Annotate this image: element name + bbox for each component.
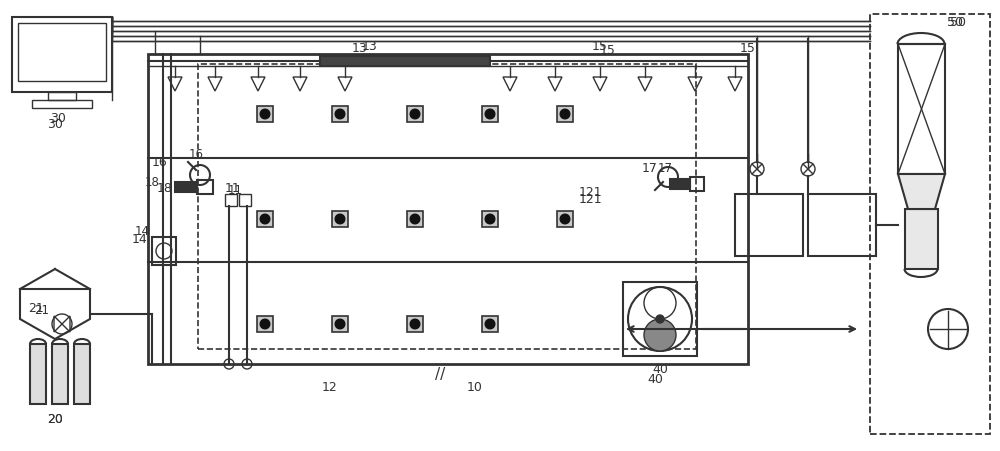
Circle shape <box>485 215 495 224</box>
Bar <box>320 57 490 67</box>
Circle shape <box>335 110 345 120</box>
Bar <box>332 107 348 123</box>
Polygon shape <box>898 175 945 210</box>
Text: 14: 14 <box>132 233 148 246</box>
Text: 40: 40 <box>652 363 668 376</box>
Bar <box>148 55 748 364</box>
Text: 15: 15 <box>740 41 756 55</box>
Text: 30: 30 <box>50 111 66 124</box>
Circle shape <box>644 319 676 351</box>
Text: 21: 21 <box>35 303 50 316</box>
Circle shape <box>260 110 270 120</box>
Text: 17: 17 <box>642 161 658 174</box>
Bar <box>32 101 92 109</box>
Text: 30: 30 <box>47 118 63 131</box>
Text: 20: 20 <box>47 413 63 426</box>
Circle shape <box>485 319 495 329</box>
Bar <box>407 212 423 227</box>
Bar <box>257 316 273 332</box>
Bar <box>482 316 498 332</box>
Text: 21: 21 <box>28 301 44 314</box>
Bar <box>482 107 498 123</box>
Text: 20: 20 <box>47 413 63 426</box>
Circle shape <box>410 110 420 120</box>
Bar <box>623 282 697 356</box>
Bar <box>332 316 348 332</box>
Circle shape <box>656 315 664 323</box>
Bar <box>152 238 176 265</box>
Bar <box>690 178 704 192</box>
Text: 15: 15 <box>600 43 616 56</box>
Bar <box>175 183 197 193</box>
Text: 16: 16 <box>152 156 168 169</box>
Bar <box>870 15 990 434</box>
Text: 50: 50 <box>950 15 966 28</box>
Bar <box>197 180 213 194</box>
Bar <box>18 24 106 82</box>
Text: //: // <box>435 367 445 382</box>
Bar <box>332 212 348 227</box>
Circle shape <box>260 319 270 329</box>
Bar <box>407 107 423 123</box>
Bar <box>30 344 46 404</box>
Bar <box>52 344 68 404</box>
Text: 11: 11 <box>228 183 243 196</box>
Circle shape <box>335 215 345 224</box>
Bar <box>482 212 498 227</box>
Text: 50: 50 <box>947 15 963 28</box>
Circle shape <box>485 110 495 120</box>
Bar <box>905 210 938 269</box>
Text: 12: 12 <box>322 381 338 394</box>
Text: 13: 13 <box>362 41 378 53</box>
Bar <box>557 212 573 227</box>
Text: 16: 16 <box>189 148 204 161</box>
Bar <box>257 212 273 227</box>
Circle shape <box>560 215 570 224</box>
Circle shape <box>410 319 420 329</box>
Text: 121: 121 <box>578 193 602 206</box>
Text: 10: 10 <box>467 381 483 394</box>
Bar <box>407 316 423 332</box>
Circle shape <box>335 319 345 329</box>
Text: 14: 14 <box>135 225 150 238</box>
Bar <box>239 194 251 207</box>
Bar <box>74 344 90 404</box>
Text: 18: 18 <box>157 181 173 194</box>
Text: 121: 121 <box>578 185 602 198</box>
Text: 40: 40 <box>647 373 663 386</box>
Bar <box>257 107 273 123</box>
Text: 15: 15 <box>592 41 608 53</box>
Bar <box>12 18 112 93</box>
Bar <box>225 194 237 207</box>
Bar <box>48 93 76 101</box>
Bar <box>198 65 696 349</box>
Bar <box>808 194 876 257</box>
Text: 18: 18 <box>145 176 160 189</box>
Bar <box>670 179 690 189</box>
Text: 11: 11 <box>225 181 241 194</box>
Circle shape <box>410 215 420 224</box>
Text: 17: 17 <box>658 161 672 174</box>
Circle shape <box>560 110 570 120</box>
Bar <box>898 45 945 175</box>
Text: 13: 13 <box>352 41 368 55</box>
Circle shape <box>260 215 270 224</box>
Bar <box>557 107 573 123</box>
Bar <box>735 194 803 257</box>
